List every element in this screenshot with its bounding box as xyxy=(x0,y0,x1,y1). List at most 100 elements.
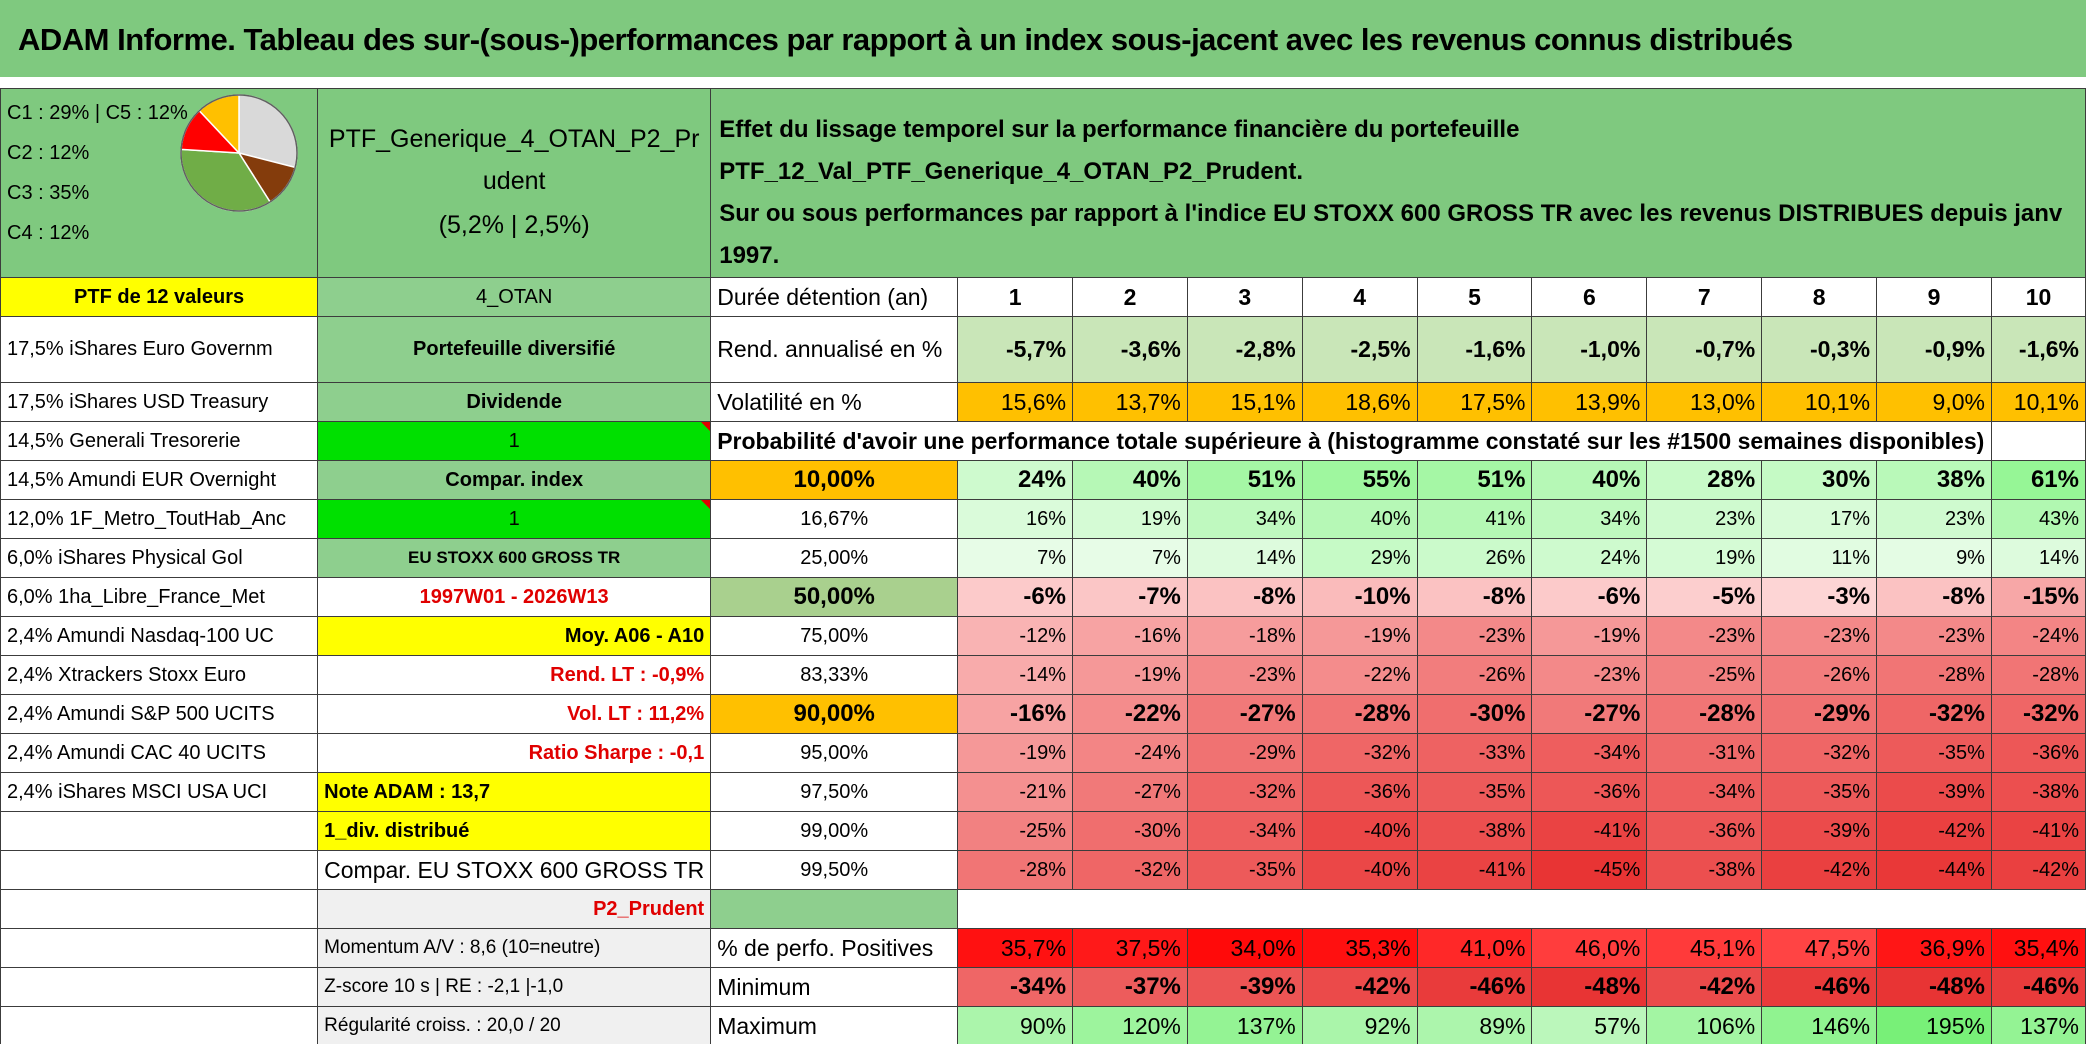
quantile-value: -28% xyxy=(1876,655,1992,695)
quantile-value: -35% xyxy=(1416,772,1533,812)
row-prob-title: 14,5% Generali Tresorerie 1 Probabilité d'… xyxy=(0,421,2086,461)
quantile-label: 90,00% xyxy=(710,694,959,734)
duration-header: 8 xyxy=(1761,277,1878,317)
min-value: -42% xyxy=(1301,967,1418,1007)
allocation-pie-chart xyxy=(177,91,301,221)
quantile-label: 99,00% xyxy=(710,811,959,851)
quantile-value: -23% xyxy=(1186,655,1303,695)
min-value: -48% xyxy=(1531,967,1648,1007)
quantile-value: 55% xyxy=(1301,460,1418,500)
quantile-value: -31% xyxy=(1646,733,1763,773)
duration-header: 3 xyxy=(1186,277,1303,317)
quantile-value: -18% xyxy=(1186,616,1303,656)
quantile-value: -32% xyxy=(1072,850,1188,890)
rend-value: -0,9% xyxy=(1876,316,1992,383)
quantile-value: -6% xyxy=(1531,577,1648,617)
pos-value: 34,0% xyxy=(1186,928,1303,968)
quantile-value: -40% xyxy=(1301,850,1418,890)
quantile-value: -28% xyxy=(1990,655,2086,695)
duration-header: 7 xyxy=(1646,277,1763,317)
dividend-info: 1_div. distribué xyxy=(317,811,712,851)
row-quantile: 2,4% Amundi Nasdaq-100 UC Moy. A06 - A10 7… xyxy=(0,616,2086,656)
quantile-value: -23% xyxy=(1531,655,1648,695)
quantile-value: -19% xyxy=(1301,616,1418,656)
rend-value: -1,0% xyxy=(1531,316,1648,383)
rend-value: -5,7% xyxy=(957,316,1074,383)
quantile-value: 11% xyxy=(1761,538,1878,578)
quantile-label: 10,00% xyxy=(710,460,959,500)
description-line-1: Effet du lissage temporel sur la perform… xyxy=(719,116,1520,185)
quantile-value: -45% xyxy=(1531,850,1648,890)
quantile-value: 24% xyxy=(957,460,1074,500)
quantile-value: -6% xyxy=(957,577,1074,617)
vol-value: 15,1% xyxy=(1186,382,1303,422)
quantile-value: -32% xyxy=(1876,694,1992,734)
quantile-value: -32% xyxy=(1301,733,1418,773)
min-value: -46% xyxy=(1416,967,1533,1007)
pos-value: 35,3% xyxy=(1301,928,1418,968)
holding: 2,4% Amundi Nasdaq-100 UC xyxy=(0,616,319,656)
quantile-value: -14% xyxy=(957,655,1074,695)
holding: 17,5% iShares USD Treasury xyxy=(0,382,319,422)
max-value: 90% xyxy=(957,1006,1074,1044)
regularite: Régularité croiss. : 20,0 / 20 xyxy=(317,1006,712,1044)
holding: 6,0% iShares Physical Gol xyxy=(0,538,319,578)
quantile-value: 34% xyxy=(1531,499,1648,539)
prob-title: Probabilité d'avoir une performance tota… xyxy=(710,421,1992,461)
quantile-value: 43% xyxy=(1990,499,2086,539)
quantile-value: 7% xyxy=(1072,538,1188,578)
row-quantile: Compar. EU STOXX 600 GROSS TR 99,50% -28% -… xyxy=(0,850,2086,890)
duration-header: 10 xyxy=(1990,277,2086,317)
empty-cell xyxy=(1877,890,1992,929)
empty-cell xyxy=(0,811,319,851)
quantile-value: -24% xyxy=(1990,616,2086,656)
vol-value: 13,9% xyxy=(1531,382,1648,422)
quantile-value: -19% xyxy=(957,733,1074,773)
holding: 14,5% Generali Tresorerie xyxy=(0,421,319,461)
empty-cell xyxy=(1647,890,1762,929)
quantile-label: 50,00% xyxy=(710,577,959,617)
performance-grid: C1 : 29% | C5 : 12% C2 : 12% C3 : 35% C4 : … xyxy=(0,88,2086,1044)
pie-svg xyxy=(180,94,298,212)
empty-cell xyxy=(1990,421,2086,461)
quantile-value: -38% xyxy=(1646,850,1763,890)
vol-value: 13,0% xyxy=(1646,382,1763,422)
empty-cell xyxy=(1073,890,1188,929)
allocation-line: C1 : 29% | C5 : 12% xyxy=(7,102,188,124)
holding: 2,4% iShares MSCI USA UCI xyxy=(0,772,319,812)
quantile-label: 16,67% xyxy=(710,499,959,539)
quantile-value: -26% xyxy=(1416,655,1533,695)
quantile-value: -5% xyxy=(1646,577,1763,617)
quantile-value: -36% xyxy=(1301,772,1418,812)
rend-label: Rend. annualisé en % xyxy=(710,316,959,383)
quantile-label: 83,33% xyxy=(710,655,959,695)
quantile-value: -39% xyxy=(1876,772,1992,812)
max-value: 137% xyxy=(1990,1006,2086,1044)
quantile-value: -23% xyxy=(1646,616,1763,656)
quantile-value: -34% xyxy=(1186,811,1303,851)
max-value: 89% xyxy=(1416,1006,1533,1044)
quantile-value: -16% xyxy=(1072,616,1188,656)
min-value: -46% xyxy=(1990,967,2086,1007)
row-quantile: 2,4% Amundi S&P 500 UCITS Vol. LT : 11,2%… xyxy=(0,694,2086,734)
quantile-value: 23% xyxy=(1646,499,1763,539)
quantile-value: -7% xyxy=(1072,577,1188,617)
empty-cell xyxy=(1302,890,1417,929)
max-label: Maximum xyxy=(710,1006,959,1044)
pos-value: 35,4% xyxy=(1990,928,2086,968)
min-value: -48% xyxy=(1876,967,1992,1007)
flag-1: 1 xyxy=(317,421,712,461)
row-quantile: 1_div. distribué 99,00% -25% -30% -34% -40% -3… xyxy=(0,811,2086,851)
quantile-value: -24% xyxy=(1072,733,1188,773)
quantile-value: -34% xyxy=(1646,772,1763,812)
quantile-value: -22% xyxy=(1301,655,1418,695)
rend-value: -1,6% xyxy=(1990,316,2086,383)
quantile-value: 23% xyxy=(1876,499,1992,539)
row-quantile: 6,0% iShares Physical Gol EU STOXX 600 GR… xyxy=(0,538,2086,578)
quantile-label: 25,00% xyxy=(710,538,959,578)
row-quantile: 2,4% iShares MSCI USA UCI Note ADAM : 13,… xyxy=(0,772,2086,812)
quantile-value: 51% xyxy=(1416,460,1533,500)
quantile-value: -27% xyxy=(1072,772,1188,812)
moy-label: Moy. A06 - A10 xyxy=(317,616,712,656)
quantile-value: -26% xyxy=(1761,655,1878,695)
